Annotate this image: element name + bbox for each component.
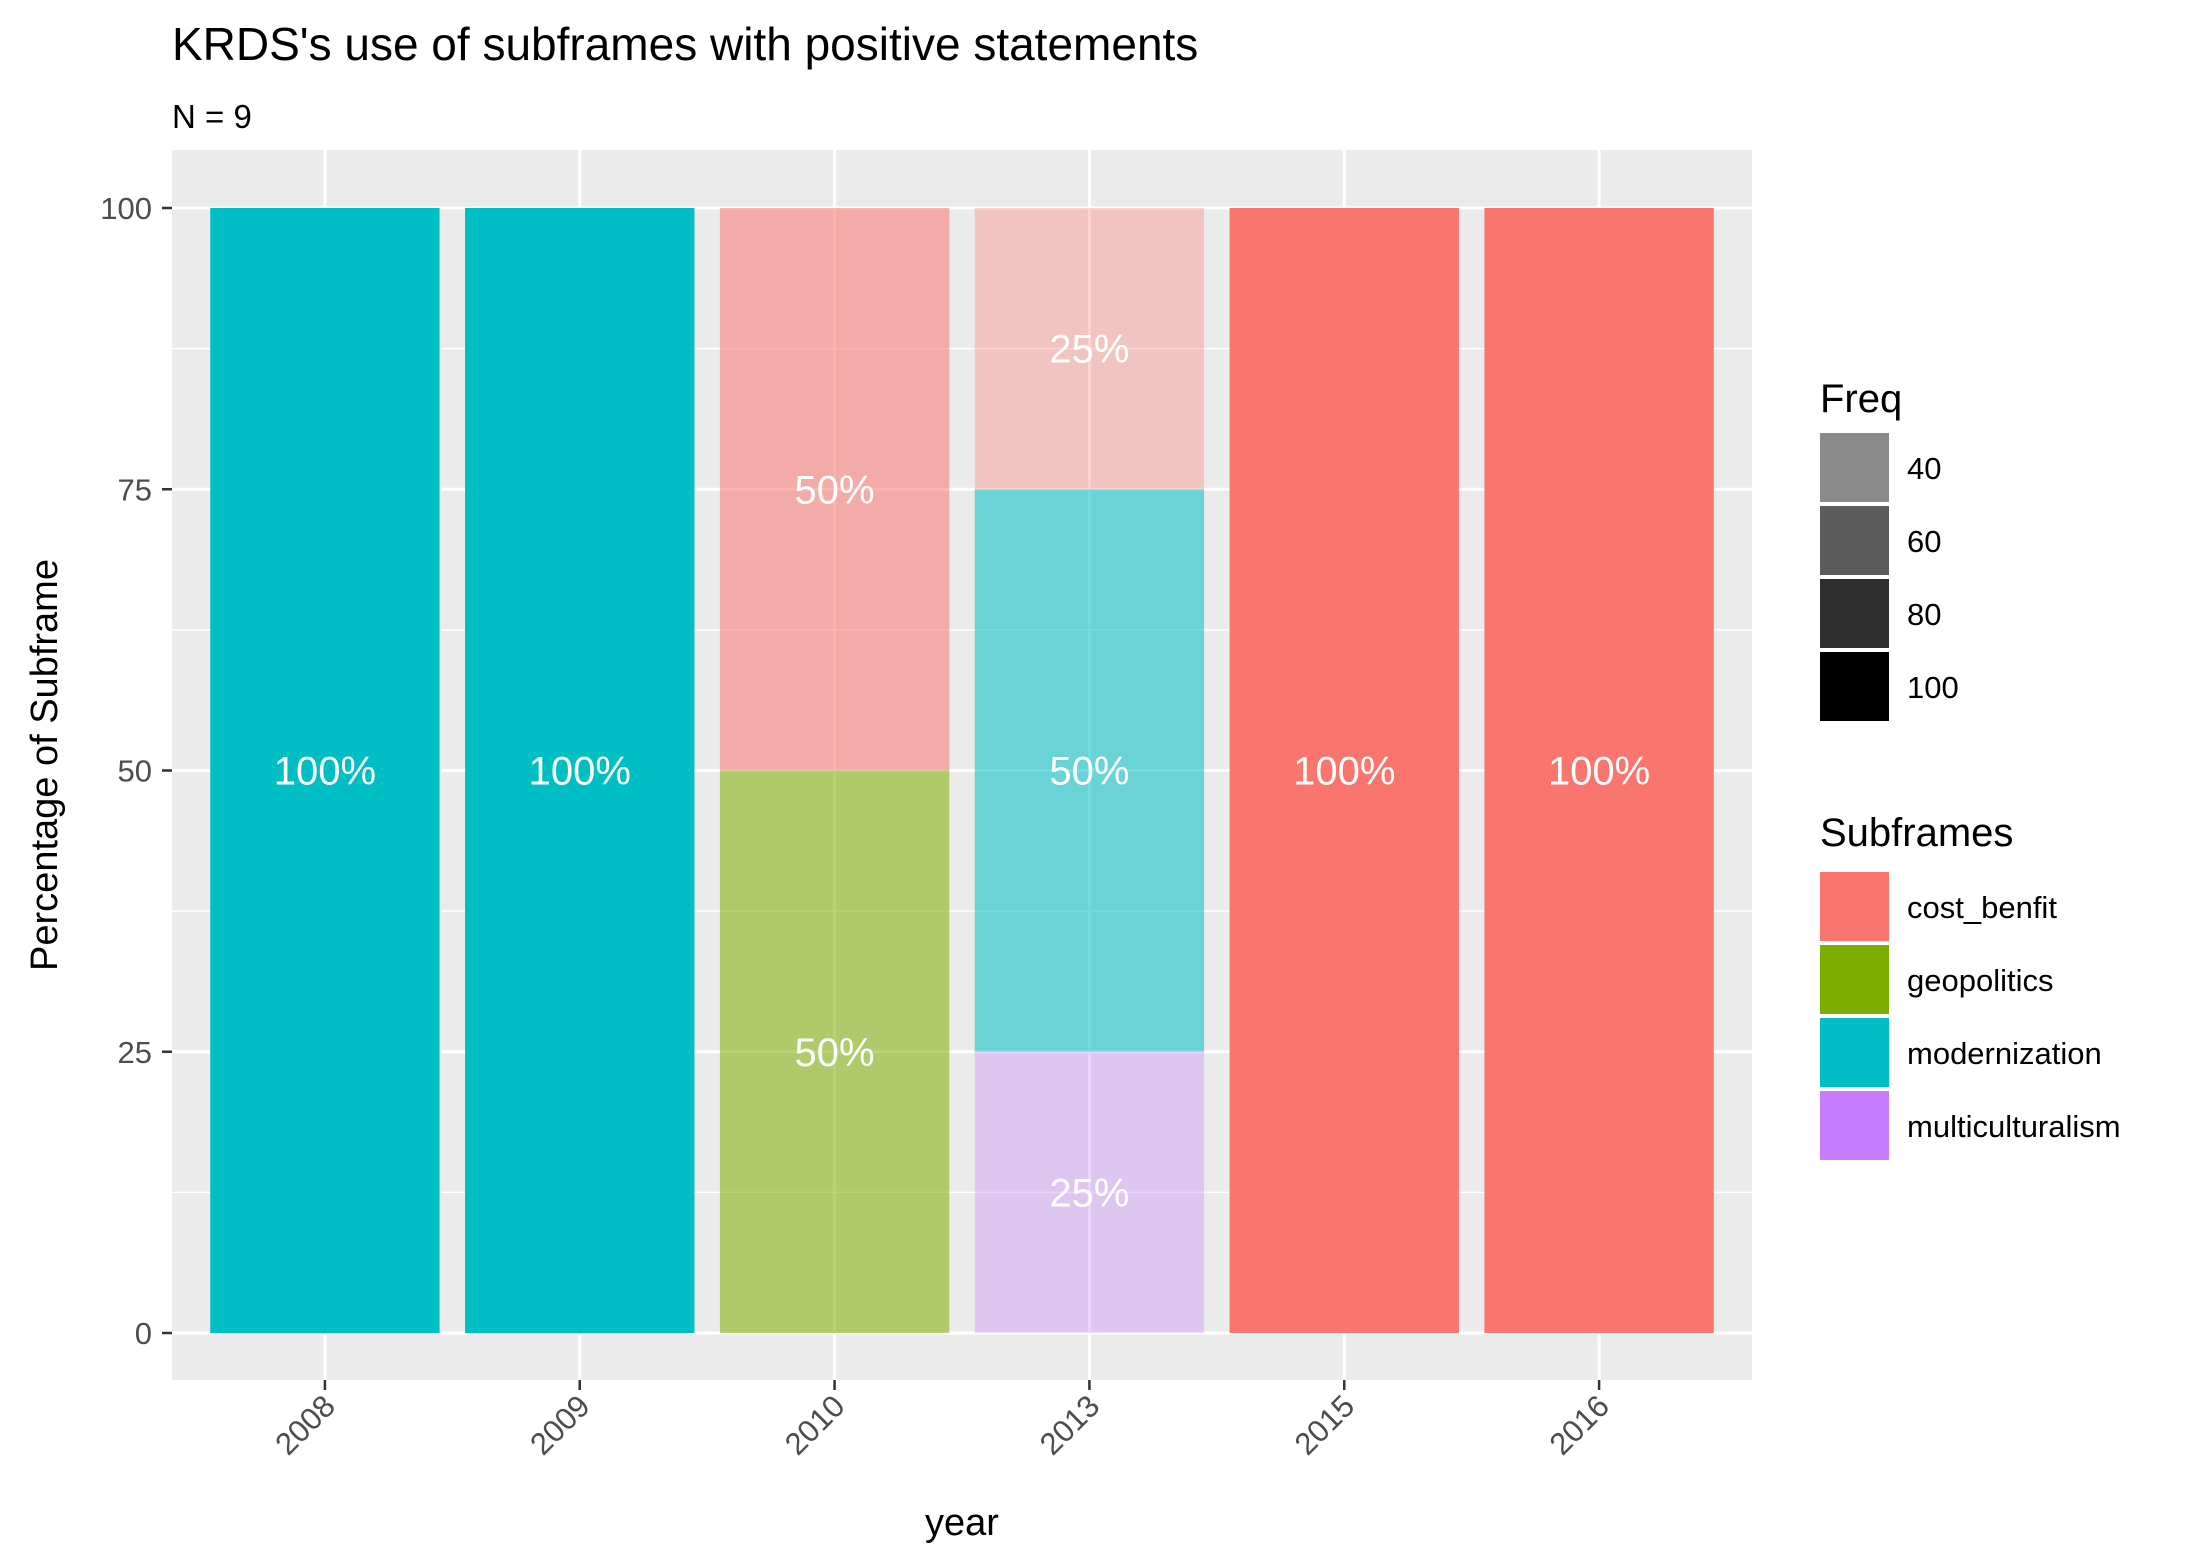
x-tick-label: 2010 xyxy=(778,1388,852,1462)
legend-freq-label: 40 xyxy=(1907,451,1941,486)
y-tick-label: 25 xyxy=(118,1035,152,1070)
bar-label: 25% xyxy=(1049,328,1129,372)
x-axis: 2008 2009 2010 2013 2015 2016 xyxy=(268,1380,1616,1462)
y-tick-label: 50 xyxy=(118,754,152,789)
legend-subframes-title: Subframes xyxy=(1820,811,2013,855)
legend-freq-key xyxy=(1820,652,1889,721)
legend-freq-label: 80 xyxy=(1907,597,1941,632)
y-axis: 0 25 50 75 100 xyxy=(100,191,172,1351)
bar-segment-cost_benfit-2013 xyxy=(974,208,1205,490)
x-tick-label: 2008 xyxy=(268,1388,342,1462)
legend-freq-key xyxy=(1820,506,1889,575)
legend-subframes: Subframes cost_benfit geopolitics moderniz… xyxy=(1820,811,2121,1160)
bar-label: 100% xyxy=(1293,750,1395,794)
legend-freq-label: 60 xyxy=(1907,524,1941,559)
bar-segment-modernization-2009 xyxy=(465,208,695,1333)
legend-subframes-label: geopolitics xyxy=(1907,963,2053,998)
y-tick-label: 75 xyxy=(118,472,152,507)
bar-labels: 100% 100% 50% 50% 25% 50% 25% 100% 100% xyxy=(274,328,1651,1216)
chart-title: KRDS's use of subframes with positive st… xyxy=(172,18,1198,70)
bar-label: 100% xyxy=(1548,750,1650,794)
legend-subframes-label: modernization xyxy=(1907,1036,2102,1071)
x-tick-label: 2015 xyxy=(1288,1388,1362,1462)
legend-freq-key xyxy=(1820,433,1889,502)
legend-freq-label: 100 xyxy=(1907,670,1959,705)
bar-label: 100% xyxy=(274,750,376,794)
bar-segment-cost_benfit-2015 xyxy=(1229,208,1459,1333)
y-tick-label: 100 xyxy=(100,191,152,226)
legend-subframes-label: multiculturalism xyxy=(1907,1109,2121,1144)
legend-subframes-key xyxy=(1820,945,1889,1014)
legend-subframes-key xyxy=(1820,1018,1889,1087)
chart-subtitle: N = 9 xyxy=(172,98,252,135)
bar-segment-modernization-2013 xyxy=(974,489,1205,1052)
legend-freq: Freq 40 60 80 100 xyxy=(1820,377,1959,721)
bar-segment-modernization-2008 xyxy=(210,208,440,1333)
bars xyxy=(210,208,1714,1333)
y-axis-title: Percentage of Subframe xyxy=(24,559,66,971)
x-tick-label: 2016 xyxy=(1543,1388,1617,1462)
bar-label: 25% xyxy=(1049,1171,1129,1215)
bar-segment-multiculturalism-2013 xyxy=(974,1051,1205,1333)
bar-label: 100% xyxy=(529,750,631,794)
legend-subframes-label: cost_benfit xyxy=(1907,890,2057,925)
bar-segment-geopolitics-2010 xyxy=(719,770,950,1333)
x-axis-title: year xyxy=(925,1502,999,1544)
bar-segment-cost_benfit-2010 xyxy=(719,208,950,771)
bar-label: 50% xyxy=(1049,750,1129,794)
legend-freq-key xyxy=(1820,579,1889,648)
legend-freq-title: Freq xyxy=(1820,377,1902,421)
bar-label: 50% xyxy=(795,468,875,512)
legend-subframes-key xyxy=(1820,1091,1889,1160)
x-tick-label: 2013 xyxy=(1033,1388,1107,1462)
legend-subframes-key xyxy=(1820,872,1889,941)
bar-label: 50% xyxy=(795,1031,875,1075)
x-tick-label: 2009 xyxy=(523,1388,597,1462)
bar-segment-cost_benfit-2016 xyxy=(1484,208,1714,1333)
y-tick-label: 0 xyxy=(135,1316,152,1351)
